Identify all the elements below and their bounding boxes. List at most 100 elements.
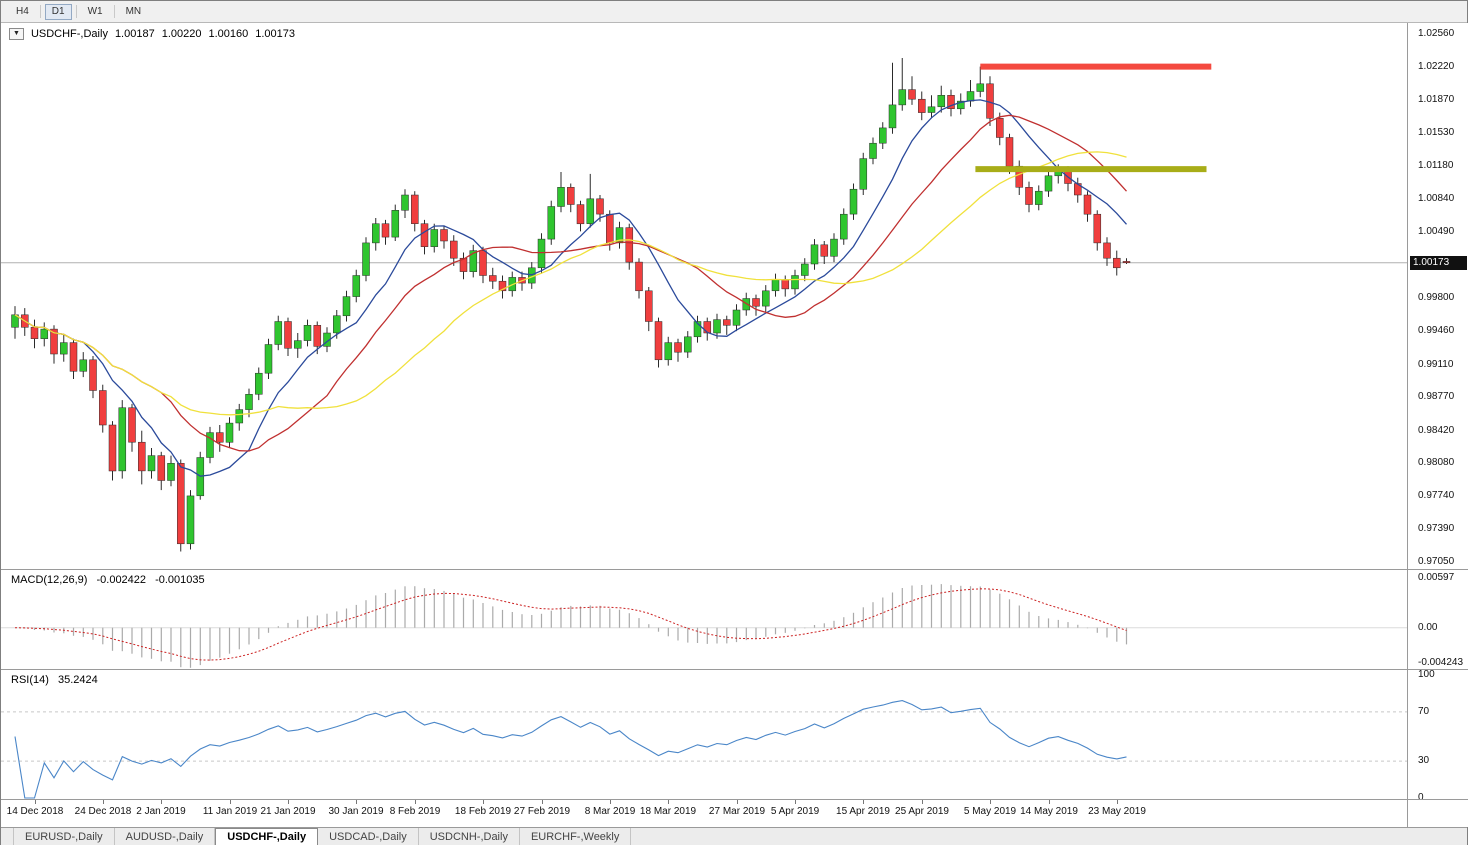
rsi-indicator-label: RSI(14)	[11, 674, 49, 686]
bear-candle	[606, 213, 614, 244]
moving-average-8	[14, 99, 1127, 477]
bear-candle	[30, 326, 39, 339]
bull-candle	[264, 344, 273, 374]
bull-candle	[937, 95, 946, 108]
symbol-dropdown-icon[interactable]: ▼	[9, 28, 24, 41]
macd-chart-canvas[interactable]	[1, 570, 1407, 669]
bear-candle	[440, 229, 448, 242]
bear-candle	[996, 118, 1004, 138]
bull-candle	[225, 422, 234, 443]
price-chart-canvas[interactable]	[1, 23, 1407, 569]
date-label: 21 Jan 2019	[260, 806, 316, 817]
bear-candle	[479, 250, 487, 276]
date-tick-mark	[542, 800, 543, 804]
bear-candle	[450, 240, 458, 259]
toolbar-separator	[113, 5, 115, 18]
bull-candle	[186, 495, 195, 545]
axis-tick-label: 70	[1418, 705, 1430, 717]
rsi-value: 35.2424	[57, 674, 98, 686]
tab-eurchf-weekly[interactable]: EURCHF-,Weekly	[520, 828, 632, 845]
bull-candle	[362, 242, 370, 276]
bull-candle	[294, 340, 302, 349]
bull-candle	[859, 158, 868, 190]
bear-candle	[138, 441, 146, 472]
bear-candle	[216, 432, 224, 443]
timeframe-w1-button[interactable]: W1	[81, 4, 110, 20]
axis-tick-label: 1.01530	[1418, 126, 1455, 138]
time-axis[interactable]: 14 Dec 2018 24 Dec 2018 2 Jan 2019 11 Jan 2…	[1, 799, 1407, 827]
rsi-chart-canvas[interactable]	[1, 670, 1407, 799]
ohlc-close-value: 1.00173	[255, 28, 295, 41]
tab-usdcad-daily[interactable]: USDCAD-,Daily	[318, 828, 419, 845]
bull-candle	[810, 244, 819, 265]
date-tick-mark	[737, 800, 738, 804]
tab-usdcnh-daily[interactable]: USDCNH-,Daily	[419, 828, 520, 845]
bull-candle	[898, 89, 907, 106]
rsi-indicator-panel[interactable]: RSI(14) 35.2424	[1, 669, 1407, 799]
bear-candle	[1103, 242, 1111, 259]
date-label: 24 Dec 2018	[74, 806, 132, 817]
ohlc-high-value: 1.00220	[161, 28, 202, 41]
bull-candle	[333, 315, 341, 334]
bull-candle	[391, 210, 400, 238]
date-label: 5 Apr 2019	[770, 806, 820, 817]
bull-candle	[762, 290, 770, 307]
bull-candle	[245, 394, 253, 410]
timeframe-mn-button[interactable]: MN	[119, 4, 149, 20]
bear-candle	[420, 223, 429, 247]
axis-corner	[1407, 799, 1468, 827]
axis-tick-label: 0.99800	[1418, 292, 1455, 304]
macd-axis[interactable]: 0.00597 0.00 -0.004243	[1407, 569, 1468, 669]
axis-tick-label: 0.98420	[1418, 424, 1455, 436]
bear-candle	[752, 298, 760, 307]
axis-tick-label: -0.004243	[1418, 657, 1464, 668]
price-chart-panel[interactable]: ▼ USDCHF-,Daily 1.00187 1.00220 1.00160 …	[1, 23, 1407, 569]
bull-candle	[255, 372, 263, 395]
candles-layer	[11, 58, 1131, 552]
date-label: 15 Apr 2019	[836, 806, 890, 817]
tab-audusd-daily[interactable]: AUDUSD-,Daily	[115, 828, 216, 845]
bull-candle	[147, 455, 156, 472]
date-tick-mark	[35, 800, 36, 804]
toolbar-separator	[75, 5, 77, 18]
chart-symbol-overlay: ▼ USDCHF-,Daily 1.00187 1.00220 1.00160 …	[9, 28, 295, 41]
tab-usdchf-daily[interactable]: USDCHF-,Daily	[215, 828, 319, 845]
bear-candle	[781, 279, 790, 290]
bull-candle	[206, 432, 214, 458]
axis-tick-label: 1.01180	[1418, 160, 1454, 172]
bear-candle	[89, 359, 97, 391]
timeframe-h4-button[interactable]: H4	[9, 4, 36, 20]
bear-candle	[635, 261, 643, 292]
axis-tick-label: 0.97050	[1418, 556, 1455, 567]
bear-candle	[1113, 257, 1121, 269]
bull-candle	[1044, 175, 1053, 192]
bull-candle	[869, 142, 877, 159]
date-tick-mark	[863, 800, 864, 804]
bull-candle	[557, 187, 565, 207]
axis-tick-label: 1.00840	[1418, 192, 1455, 204]
bull-candle	[976, 83, 985, 92]
bull-candle	[79, 359, 88, 372]
bull-candle	[840, 213, 848, 240]
axis-tick-label: 0.99110	[1418, 358, 1454, 370]
date-tick-mark	[668, 800, 669, 804]
bear-candle	[284, 321, 292, 349]
axis-tick-label: 0.00	[1418, 621, 1438, 633]
bear-candle	[381, 223, 390, 238]
bear-candle	[625, 227, 634, 263]
axis-tick-label: 100	[1418, 669, 1435, 680]
bear-candle	[703, 321, 712, 334]
rsi-axis[interactable]: 100 70 30 0	[1407, 669, 1468, 799]
macd-indicator-label: MACD(12,26,9)	[11, 574, 88, 586]
bull-candle	[235, 409, 244, 424]
bear-candle	[947, 95, 955, 109]
price-axis[interactable]: 1.02560 1.02220 1.01870 1.01530 1.01180 1.008…	[1407, 23, 1468, 569]
bear-candle	[1093, 213, 1102, 244]
tab-eurusd-daily[interactable]: EURUSD-,Daily	[13, 828, 115, 845]
date-tick-mark	[922, 800, 923, 804]
date-label: 5 May 2019	[963, 806, 1017, 817]
macd-indicator-panel[interactable]: MACD(12,26,9) -0.002422 -0.001035	[1, 569, 1407, 669]
bull-candle	[879, 127, 887, 144]
bear-candle	[411, 194, 419, 224]
timeframe-d1-button[interactable]: D1	[44, 3, 72, 20]
